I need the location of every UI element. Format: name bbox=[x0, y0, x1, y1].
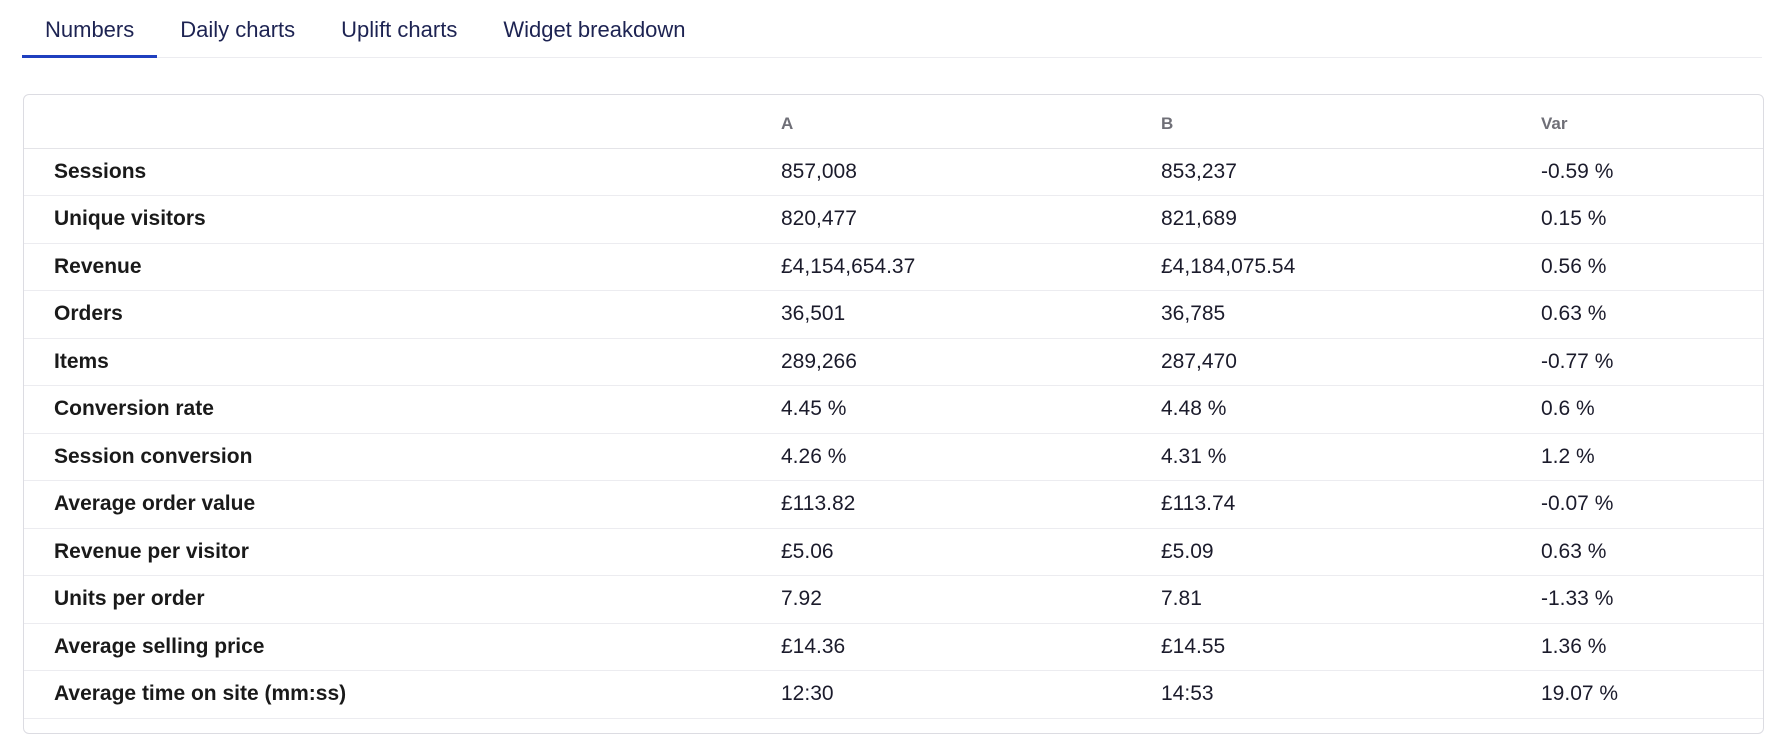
tab-uplift-charts[interactable]: Uplift charts bbox=[341, 16, 458, 42]
value-b: £14.55 bbox=[1161, 623, 1541, 671]
value-var: 0.6 % bbox=[1541, 385, 1763, 434]
table-row: Average selling price £14.36 £14.55 1.36 % bbox=[24, 623, 1763, 671]
table-row: Items 289,266 287,470 -0.77 % bbox=[24, 338, 1763, 386]
value-var: -0.07 % bbox=[1541, 480, 1763, 529]
table-row: Average order value £113.82 £113.74 -0.07 % bbox=[24, 480, 1763, 529]
value-var: -1.33 % bbox=[1541, 575, 1763, 624]
value-a: 7.92 bbox=[781, 575, 1161, 624]
metric-label: Orders bbox=[24, 290, 781, 339]
value-a: 857,008 bbox=[781, 148, 1161, 196]
table-row: Units per order 7.92 7.81 -1.33 % bbox=[24, 575, 1763, 624]
value-var: 1.36 % bbox=[1541, 623, 1763, 671]
value-b: £113.74 bbox=[1161, 480, 1541, 529]
value-var: 0.63 % bbox=[1541, 290, 1763, 339]
value-a: £4,154,654.37 bbox=[781, 243, 1161, 291]
table-row: Sessions 857,008 853,237 -0.59 % bbox=[24, 148, 1763, 196]
table-row: Orders 36,501 36,785 0.63 % bbox=[24, 290, 1763, 339]
tab-bar: Numbers Daily charts Uplift charts Widge… bbox=[22, 0, 1762, 58]
value-b: 287,470 bbox=[1161, 338, 1541, 386]
value-var: 0.15 % bbox=[1541, 195, 1763, 244]
value-b: 7.81 bbox=[1161, 575, 1541, 624]
metric-label: Session conversion bbox=[24, 433, 781, 481]
header-var: Var bbox=[1541, 95, 1763, 149]
value-var: 19.07 % bbox=[1541, 670, 1763, 719]
value-var: -0.59 % bbox=[1541, 148, 1763, 196]
value-a: £113.82 bbox=[781, 480, 1161, 529]
metric-label: Average order value bbox=[24, 480, 781, 529]
metric-label: Unique visitors bbox=[24, 195, 781, 244]
value-var: -0.77 % bbox=[1541, 338, 1763, 386]
value-b: 4.31 % bbox=[1161, 433, 1541, 481]
table-row: Conversion rate 4.45 % 4.48 % 0.6 % bbox=[24, 385, 1763, 434]
value-a: 12:30 bbox=[781, 670, 1161, 719]
tab-numbers[interactable]: Numbers bbox=[22, 0, 158, 58]
tab-daily-charts[interactable]: Daily charts bbox=[180, 16, 296, 42]
value-a: 4.45 % bbox=[781, 385, 1161, 434]
table-row: Revenue £4,154,654.37 £4,184,075.54 0.56 % bbox=[24, 243, 1763, 291]
value-var: 0.56 % bbox=[1541, 243, 1763, 291]
table-row: Session conversion 4.26 % 4.31 % 1.2 % bbox=[24, 433, 1763, 481]
value-a: 289,266 bbox=[781, 338, 1161, 386]
value-b: 853,237 bbox=[1161, 148, 1541, 196]
value-a: £5.06 bbox=[781, 528, 1161, 576]
numbers-card: A B Var Sessions 857,008 853,237 -0.59 % Uni… bbox=[23, 94, 1764, 734]
metric-label: Revenue per visitor bbox=[24, 528, 781, 576]
value-a: 36,501 bbox=[781, 290, 1161, 339]
metric-label: Items bbox=[24, 338, 781, 386]
metric-label: Units per order bbox=[24, 575, 781, 624]
value-b: £4,184,075.54 bbox=[1161, 243, 1541, 291]
value-b: 4.48 % bbox=[1161, 385, 1541, 434]
tab-widget-breakdown[interactable]: Widget breakdown bbox=[503, 16, 686, 42]
table-row: Revenue per visitor £5.06 £5.09 0.63 % bbox=[24, 528, 1763, 576]
value-b: 14:53 bbox=[1161, 670, 1541, 719]
numbers-table: A B Var Sessions 857,008 853,237 -0.59 % Uni… bbox=[24, 95, 1763, 719]
value-a: 4.26 % bbox=[781, 433, 1161, 481]
value-b: 36,785 bbox=[1161, 290, 1541, 339]
header-a: A bbox=[781, 95, 1161, 149]
value-b: £5.09 bbox=[1161, 528, 1541, 576]
value-var: 1.2 % bbox=[1541, 433, 1763, 481]
value-b: 821,689 bbox=[1161, 195, 1541, 244]
table-row: Unique visitors 820,477 821,689 0.15 % bbox=[24, 195, 1763, 244]
metric-label: Revenue bbox=[24, 243, 781, 291]
value-a: 820,477 bbox=[781, 195, 1161, 244]
metric-label: Sessions bbox=[24, 148, 781, 196]
header-metric bbox=[24, 95, 781, 149]
value-a: £14.36 bbox=[781, 623, 1161, 671]
value-var: 0.63 % bbox=[1541, 528, 1763, 576]
metric-label: Average time on site (mm:ss) bbox=[24, 670, 781, 719]
header-b: B bbox=[1161, 95, 1541, 149]
metric-label: Conversion rate bbox=[24, 385, 781, 434]
metric-label: Average selling price bbox=[24, 623, 781, 671]
table-row: Average time on site (mm:ss) 12:30 14:53 19… bbox=[24, 670, 1763, 719]
table-header-row: A B Var bbox=[24, 95, 1763, 149]
